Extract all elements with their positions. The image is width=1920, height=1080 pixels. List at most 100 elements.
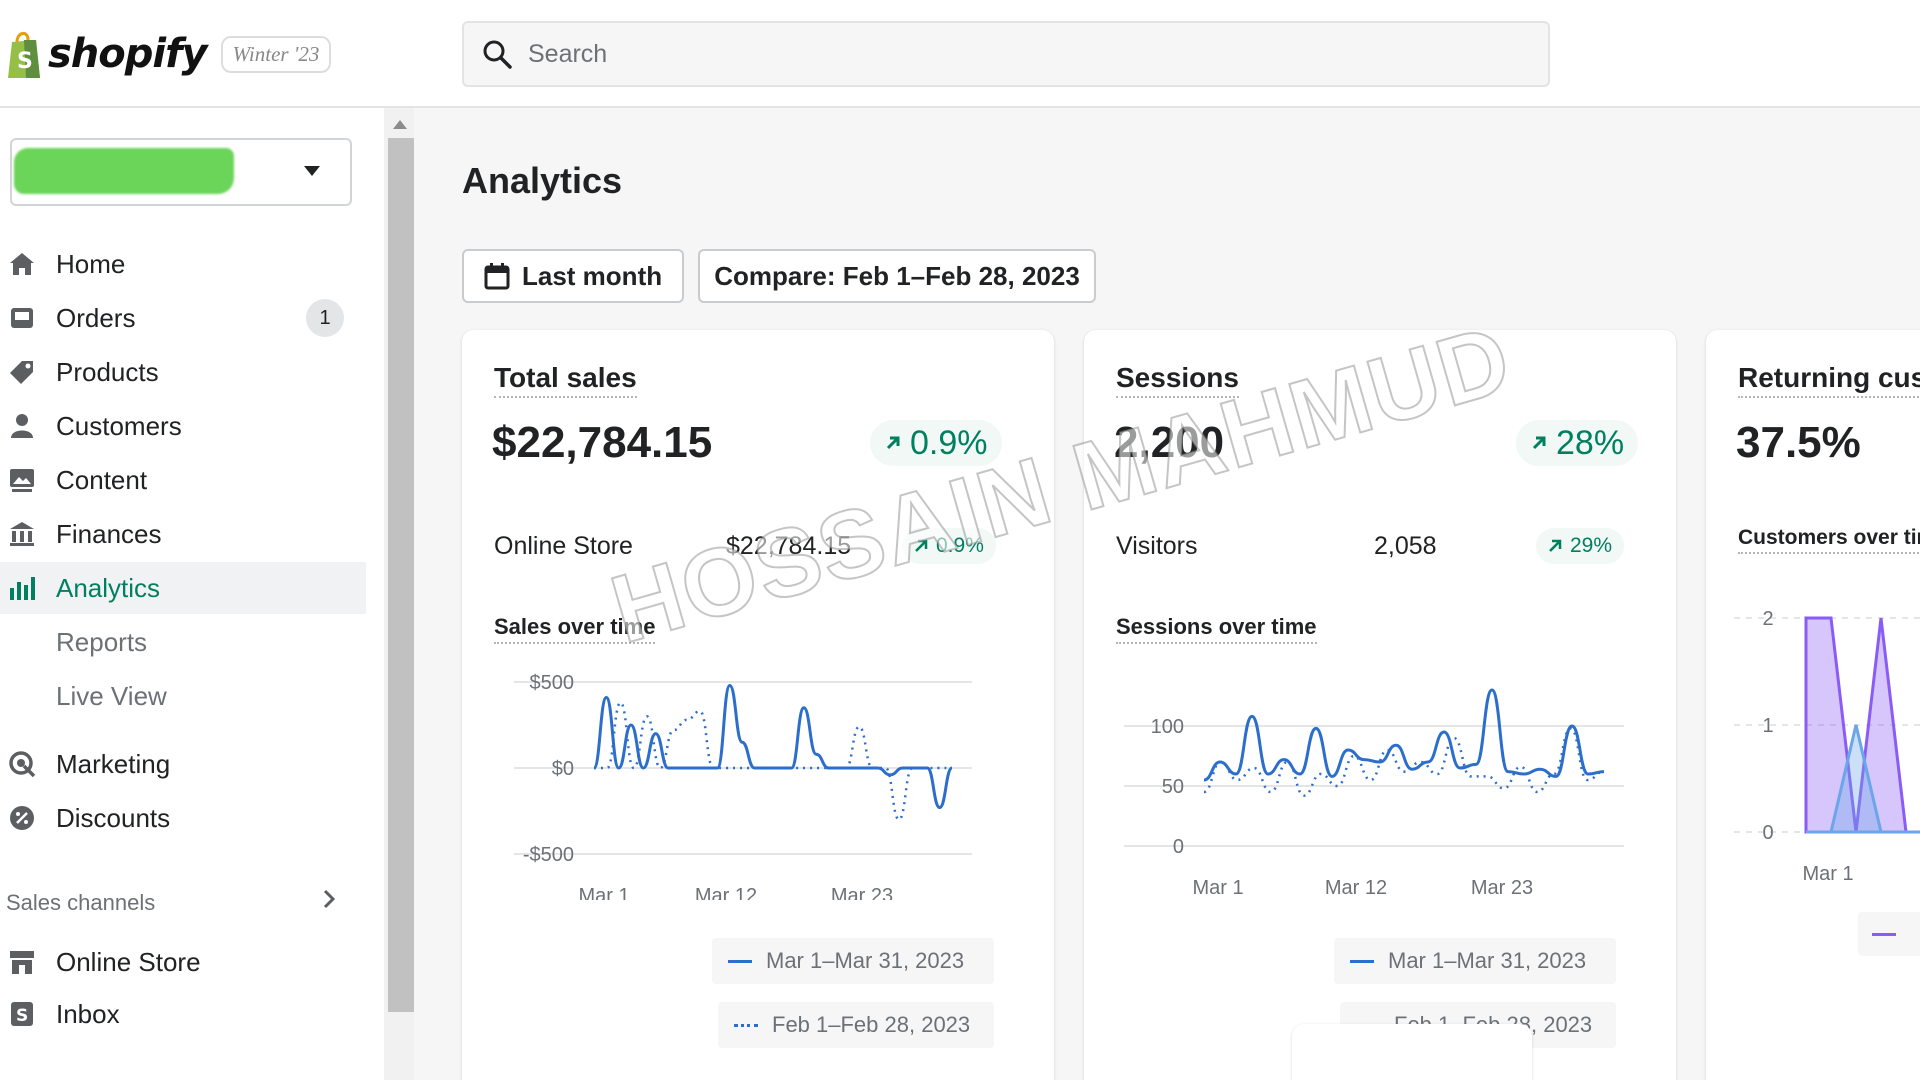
main-content: Analytics Last month Compare: Feb 1–Feb … xyxy=(414,108,1920,1080)
nav-marketing[interactable]: Marketing xyxy=(0,738,366,790)
sessions-value: 2,200 xyxy=(1114,418,1225,467)
next-card xyxy=(1292,1024,1532,1080)
previous-period-line xyxy=(594,701,952,821)
store-selector[interactable] xyxy=(10,138,352,206)
nav-online-store[interactable]: Online Store xyxy=(0,936,366,988)
edition-badge: Winter '23 xyxy=(220,35,332,73)
nav-label: Live View xyxy=(56,680,167,711)
svg-text:S: S xyxy=(17,49,33,74)
sales-over-time-chart[interactable]: $500 $0 -$500 Mar 1 Mar 12 Mar 23 xyxy=(472,650,1032,900)
shopify-logo[interactable]: S shopify Winter '23 xyxy=(6,28,332,80)
y-tick-label: 50 xyxy=(1162,776,1184,798)
nav-label: Home xyxy=(56,248,126,279)
legend-current[interactable]: Mar 1–Mar 31, 2023 xyxy=(712,938,994,984)
scroll-up-arrow-icon[interactable] xyxy=(393,120,407,129)
row-label: Online Store xyxy=(494,532,633,560)
nav-label: Discounts xyxy=(56,802,171,833)
x-tick-label: Mar 1 xyxy=(1802,863,1853,885)
search-input[interactable]: Search xyxy=(462,21,1550,87)
line-swatch xyxy=(1872,933,1896,936)
change-badge: 0.9% xyxy=(870,420,1002,466)
compare-button[interactable]: Compare: Feb 1–Feb 28, 2023 xyxy=(698,249,1096,303)
card-title[interactable]: Sessions xyxy=(1116,362,1239,398)
area-series xyxy=(1804,616,1920,834)
nav-label: Reports xyxy=(56,626,148,657)
caret-down-icon xyxy=(304,166,320,176)
row-value: 2,058 xyxy=(1374,532,1437,560)
nav-label: Products xyxy=(56,356,159,387)
compare-label: Compare: Feb 1–Feb 28, 2023 xyxy=(714,260,1080,291)
current-period-line xyxy=(592,683,954,810)
inbox-icon: S xyxy=(11,1002,33,1026)
x-tick-label: Mar 23 xyxy=(831,885,893,900)
x-tick-label: Mar 23 xyxy=(1471,877,1533,899)
bar-chart-icon xyxy=(10,577,35,600)
total-sales-value: $22,784.15 xyxy=(492,418,713,467)
nav-label: Content xyxy=(56,464,148,495)
nav-content[interactable]: Content xyxy=(0,454,366,506)
nav-label: Orders xyxy=(56,302,136,333)
returning-rate-value: 37.5% xyxy=(1736,418,1861,467)
x-tick-label: Mar 12 xyxy=(1325,877,1387,899)
y-tick-label: -$500 xyxy=(523,844,574,866)
nav-label: Online Store xyxy=(56,946,201,977)
chevron-right-icon[interactable] xyxy=(322,888,336,910)
nav-inbox[interactable]: S Inbox xyxy=(0,988,366,1040)
row-change-value: 0.9% xyxy=(936,534,984,557)
solid-line-swatch xyxy=(728,959,752,963)
search-icon xyxy=(483,40,512,69)
change-value: 0.9% xyxy=(910,423,988,462)
search-placeholder: Search xyxy=(528,39,608,68)
returning-customer-card[interactable]: Returning customer rate 37.5% Customers … xyxy=(1706,330,1920,1080)
svg-text:S: S xyxy=(16,1006,28,1026)
arrow-up-right-icon xyxy=(1549,539,1562,552)
nav-label: Marketing xyxy=(56,748,171,779)
nav-orders[interactable]: Orders 1 xyxy=(0,292,366,344)
row-change-value: 29% xyxy=(1570,534,1613,557)
chart-title[interactable]: Sessions over time xyxy=(1116,614,1317,644)
chart-title[interactable]: Customers over time xyxy=(1738,526,1920,554)
y-tick-label: 0 xyxy=(1762,822,1773,844)
legend-previous[interactable]: Feb 1–Feb 28, 2023 xyxy=(718,1002,994,1048)
y-tick-label: 2 xyxy=(1762,608,1773,630)
home-icon xyxy=(10,253,34,275)
sessions-over-time-chart[interactable]: 100 50 0 Mar 1 Mar 12 Mar 23 xyxy=(1094,650,1654,900)
calendar-icon xyxy=(484,263,510,290)
nav-products[interactable]: Products xyxy=(0,346,366,398)
solid-line-swatch xyxy=(1350,959,1374,963)
current-period-line xyxy=(1203,688,1605,782)
nav-customers[interactable]: Customers xyxy=(0,400,366,452)
card-title[interactable]: Total sales xyxy=(494,362,637,398)
orders-count-badge: 1 xyxy=(306,299,344,337)
date-range-button[interactable]: Last month xyxy=(462,249,684,303)
redacted-store-name xyxy=(14,148,234,194)
sales-channels-heading: Sales channels xyxy=(6,890,156,915)
scrollbar-thumb[interactable] xyxy=(388,138,414,1012)
chart-title[interactable]: Sales over time xyxy=(494,614,656,644)
y-tick-label: $0 xyxy=(552,758,574,780)
bank-icon xyxy=(10,522,34,546)
nav-discounts[interactable]: Discounts xyxy=(0,792,366,844)
nav-reports[interactable]: Reports xyxy=(0,616,366,668)
nav-live-view[interactable]: Live View xyxy=(0,670,366,722)
nav-analytics[interactable]: Analytics xyxy=(0,562,366,614)
nav-home[interactable]: Home xyxy=(0,238,366,290)
nav-label: Customers xyxy=(56,410,182,441)
customers-over-time-chart[interactable]: 2 1 0 Mar 1 xyxy=(1716,570,1920,890)
row-change-badge: 0.9% xyxy=(902,528,996,564)
shopify-bag-icon: S xyxy=(8,32,40,78)
nav-finances[interactable]: Finances xyxy=(0,508,366,560)
store-icon xyxy=(10,951,34,974)
area-series xyxy=(1806,724,1920,834)
legend-current[interactable] xyxy=(1858,912,1920,956)
y-tick-label: 100 xyxy=(1151,716,1184,738)
sessions-card[interactable]: Sessions 2,200 28% Visitors 2,058 29% Se… xyxy=(1084,330,1676,1080)
legend-current[interactable]: Mar 1–Mar 31, 2023 xyxy=(1334,938,1616,984)
legend-label: Feb 1–Feb 28, 2023 xyxy=(772,1012,971,1037)
total-sales-card[interactable]: Total sales $22,784.15 0.9% Online Store… xyxy=(462,330,1054,1080)
y-tick-label: 0 xyxy=(1173,836,1184,858)
card-title[interactable]: Returning customer rate xyxy=(1738,362,1920,398)
nav-label: Inbox xyxy=(56,998,120,1029)
y-tick-label: 1 xyxy=(1762,715,1773,737)
